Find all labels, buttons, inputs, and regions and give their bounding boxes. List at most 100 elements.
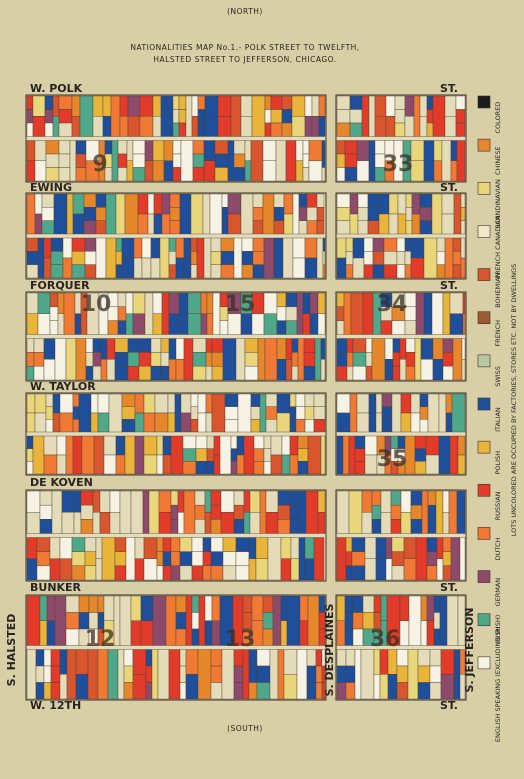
lot <box>117 649 125 700</box>
lot <box>160 365 170 381</box>
lot <box>303 338 316 353</box>
lot <box>427 504 437 520</box>
lot <box>299 620 309 646</box>
lot <box>45 406 54 420</box>
lot <box>187 292 202 314</box>
lot <box>72 406 80 420</box>
lot <box>160 338 170 353</box>
lot <box>297 448 309 462</box>
lot <box>179 665 187 683</box>
lot <box>289 435 299 456</box>
lot <box>99 512 111 534</box>
lot <box>71 237 86 252</box>
lot <box>399 359 407 381</box>
lot <box>419 393 429 407</box>
lot <box>132 674 147 700</box>
lot <box>230 461 238 475</box>
lot <box>344 153 358 168</box>
lot <box>336 140 346 155</box>
lot <box>26 95 34 110</box>
lot <box>410 393 421 414</box>
legend-swatch <box>477 656 491 670</box>
lot <box>372 264 385 279</box>
lot <box>58 109 73 124</box>
lot <box>130 490 144 534</box>
lot <box>297 338 305 381</box>
lot <box>125 313 134 335</box>
street-name: S. DESPLAINES <box>323 604 336 697</box>
lot <box>385 95 396 117</box>
lot <box>26 251 39 265</box>
lot <box>248 537 257 559</box>
lot <box>175 628 187 646</box>
lot <box>276 393 291 414</box>
lot <box>117 306 127 321</box>
lot <box>314 338 322 381</box>
lot <box>209 193 223 235</box>
lot <box>114 537 127 552</box>
lot <box>426 95 434 110</box>
lot <box>36 537 51 552</box>
lot <box>357 193 369 208</box>
lot <box>427 519 437 534</box>
lot <box>210 649 223 667</box>
lot <box>182 435 197 449</box>
lot <box>375 537 387 559</box>
lot <box>127 352 140 367</box>
lot <box>114 551 127 567</box>
lot <box>440 674 455 700</box>
lot <box>306 193 318 208</box>
lot <box>462 313 466 335</box>
lot <box>230 95 242 137</box>
lot <box>205 393 213 414</box>
lot <box>168 313 180 335</box>
lot <box>172 140 182 155</box>
lot <box>115 435 126 456</box>
lot <box>420 595 428 621</box>
lot <box>221 649 235 700</box>
lot <box>368 95 376 137</box>
lot <box>400 490 412 513</box>
lot <box>460 207 466 221</box>
lot <box>263 237 275 279</box>
lot <box>144 140 154 161</box>
lot <box>65 338 77 381</box>
lot <box>286 595 301 646</box>
lot <box>150 352 162 367</box>
lot <box>185 595 193 646</box>
lot <box>26 292 39 314</box>
block-number: 10 <box>81 292 112 317</box>
lot <box>413 95 421 137</box>
lot <box>276 338 287 360</box>
lot <box>281 122 293 137</box>
lot <box>36 551 51 567</box>
lot <box>336 393 351 414</box>
street-name: DE KOVEN <box>30 476 93 489</box>
lot <box>270 109 283 124</box>
title-line: HALSTED STREET TO JEFFERSON, CHICAGO. <box>153 55 336 64</box>
lot <box>221 207 229 221</box>
lot <box>442 565 452 581</box>
lot <box>419 220 433 235</box>
lot <box>461 338 466 360</box>
lot <box>26 595 41 646</box>
lot <box>383 251 398 265</box>
lot <box>170 537 181 552</box>
street-name: EWING <box>30 181 72 194</box>
lot <box>204 95 219 117</box>
lot <box>26 237 39 252</box>
lot <box>33 365 45 381</box>
lot <box>75 153 87 168</box>
lot <box>316 193 325 208</box>
lot <box>415 292 425 335</box>
lot <box>177 512 185 534</box>
lot <box>372 251 385 265</box>
lot <box>97 412 110 433</box>
lot <box>318 95 326 117</box>
lot <box>304 116 313 137</box>
lot <box>276 306 287 321</box>
lot <box>230 435 238 449</box>
lot <box>220 490 235 513</box>
lot <box>352 612 364 630</box>
lot <box>387 674 398 700</box>
